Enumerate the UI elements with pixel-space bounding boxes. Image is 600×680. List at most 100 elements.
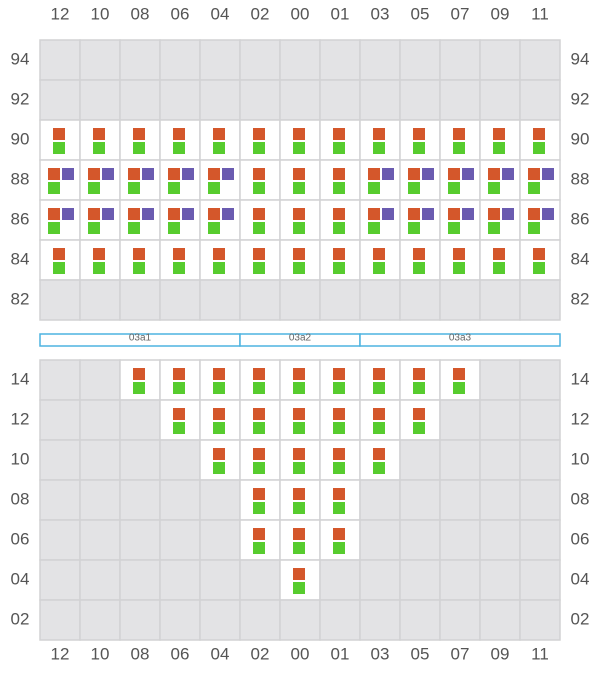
red-marker [293, 408, 305, 420]
green-marker [453, 382, 465, 394]
green-marker [213, 462, 225, 474]
green-marker [168, 182, 180, 194]
empty-cell [39, 279, 81, 321]
red-marker [128, 168, 140, 180]
red-marker [448, 208, 460, 220]
empty-cell [199, 479, 241, 521]
row-label: 92 [571, 89, 590, 108]
green-marker [373, 262, 385, 274]
red-marker [373, 368, 385, 380]
empty-cell [479, 479, 521, 521]
column-label: 02 [251, 644, 270, 663]
row-label: 02 [11, 609, 30, 628]
green-marker [373, 382, 385, 394]
empty-cell [119, 599, 161, 641]
section-bar[interactable] [359, 333, 561, 347]
empty-cell [159, 519, 201, 561]
green-marker [208, 182, 220, 194]
column-label: 10 [91, 4, 110, 23]
red-marker [48, 208, 60, 220]
red-marker [253, 528, 265, 540]
green-marker [333, 222, 345, 234]
red-marker [253, 488, 265, 500]
row-label: 10 [571, 449, 590, 468]
empty-cell [399, 559, 441, 601]
green-marker [213, 382, 225, 394]
empty-cell [519, 399, 561, 441]
empty-cell [79, 519, 121, 561]
green-marker [173, 422, 185, 434]
green-marker [293, 582, 305, 594]
section-label: 03a3 [449, 333, 472, 344]
green-marker [293, 262, 305, 274]
green-marker [293, 462, 305, 474]
red-marker [293, 368, 305, 380]
red-marker [333, 448, 345, 460]
green-marker [53, 262, 65, 274]
red-marker [88, 208, 100, 220]
red-marker [333, 488, 345, 500]
column-label: 04 [211, 644, 230, 663]
purple-marker [502, 168, 514, 180]
red-marker [493, 248, 505, 260]
empty-cell [239, 599, 281, 641]
green-marker [133, 262, 145, 274]
column-label: 08 [131, 4, 150, 23]
red-marker [293, 448, 305, 460]
red-marker [493, 128, 505, 140]
empty-cell [399, 439, 441, 481]
column-label: 12 [51, 4, 70, 23]
empty-cell [519, 359, 561, 401]
red-marker [333, 368, 345, 380]
green-marker [253, 462, 265, 474]
empty-cell [399, 79, 441, 121]
green-marker [533, 142, 545, 154]
red-marker [133, 128, 145, 140]
empty-cell [159, 79, 201, 121]
red-marker [93, 128, 105, 140]
red-marker [128, 208, 140, 220]
green-marker [213, 142, 225, 154]
green-marker [333, 422, 345, 434]
empty-cell [199, 519, 241, 561]
purple-marker [222, 208, 234, 220]
row-label: 88 [571, 169, 590, 188]
empty-cell [39, 599, 81, 641]
column-label: 02 [251, 4, 270, 23]
red-marker [333, 168, 345, 180]
red-marker [453, 368, 465, 380]
row-label: 08 [11, 489, 30, 508]
empty-cell [159, 599, 201, 641]
empty-cell [119, 479, 161, 521]
green-marker [293, 502, 305, 514]
green-marker [408, 222, 420, 234]
empty-cell [439, 519, 481, 561]
column-label: 08 [131, 644, 150, 663]
green-marker [53, 142, 65, 154]
empty-cell [239, 79, 281, 121]
empty-cell [519, 479, 561, 521]
empty-cell [239, 279, 281, 321]
green-marker [48, 222, 60, 234]
row-label: 82 [571, 289, 590, 308]
purple-marker [542, 208, 554, 220]
green-marker [48, 182, 60, 194]
red-marker [368, 208, 380, 220]
row-label: 82 [11, 289, 30, 308]
purple-marker [222, 168, 234, 180]
purple-marker [62, 208, 74, 220]
empty-cell [439, 399, 481, 441]
green-marker [128, 222, 140, 234]
row-label: 86 [11, 209, 30, 228]
row-label: 04 [11, 569, 30, 588]
empty-cell [439, 559, 481, 601]
green-marker [333, 142, 345, 154]
empty-cell [359, 559, 401, 601]
purple-marker [462, 168, 474, 180]
empty-cell [399, 479, 441, 521]
red-marker [208, 168, 220, 180]
column-label: 00 [291, 644, 310, 663]
red-marker [533, 128, 545, 140]
column-label: 12 [51, 644, 70, 663]
